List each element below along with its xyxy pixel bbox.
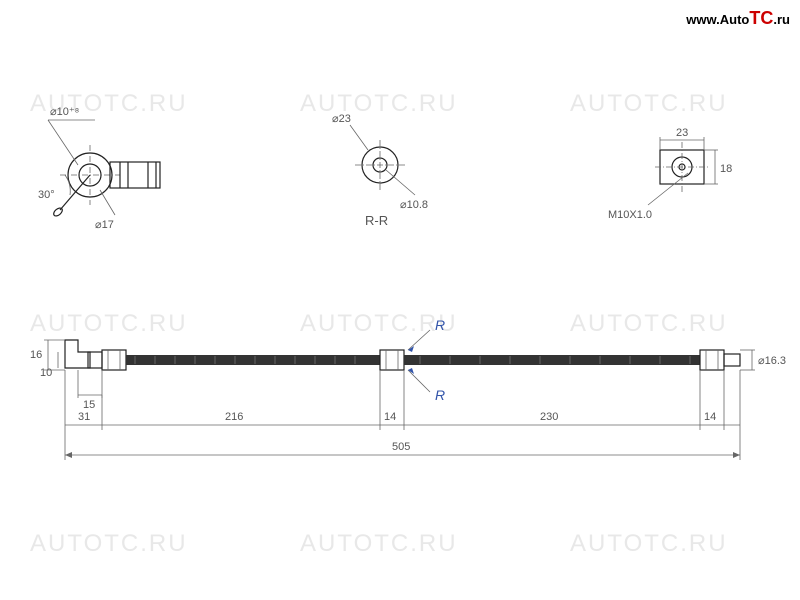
hose-assembly: R R [65, 317, 740, 403]
section-rr-detail: ⌀23 ⌀10.8 R-R [332, 113, 428, 228]
dim-section-outer: ⌀23 [332, 113, 351, 125]
dim-left-inner: ⌀17 [95, 219, 114, 231]
dim-h10: 10 [40, 367, 52, 379]
dim-fitting-height: 18 [720, 163, 732, 175]
dim-230: 230 [540, 411, 558, 423]
annotation-r-bot: R [435, 387, 445, 403]
section-label: R-R [365, 213, 388, 228]
dim-angle: 30° [38, 189, 55, 201]
dim-left-outer: ⌀10⁺⁸ [50, 106, 79, 118]
annotation-r-top: R [435, 317, 445, 333]
dim-h16: 16 [30, 349, 42, 361]
dim-fitting-width: 23 [676, 127, 688, 139]
dim-thread: M10X1.0 [608, 209, 652, 221]
dim-end-dia: ⌀16.3 [758, 355, 786, 367]
dim-31: 31 [78, 411, 90, 423]
dim-216: 216 [225, 411, 243, 423]
dim-14b: 14 [704, 411, 716, 423]
dim-15: 15 [83, 399, 95, 411]
technical-drawing: ⌀10⁺⁸ ⌀17 30° ⌀23 ⌀10.8 R-R 23 [0, 0, 800, 600]
dim-section-inner: ⌀10.8 [400, 199, 428, 211]
left-banjo-detail: ⌀10⁺⁸ ⌀17 30° [38, 106, 160, 231]
dim-505: 505 [392, 441, 410, 453]
dim-14a: 14 [384, 411, 396, 423]
right-fitting-detail: 23 18 M10X1.0 [608, 127, 732, 221]
